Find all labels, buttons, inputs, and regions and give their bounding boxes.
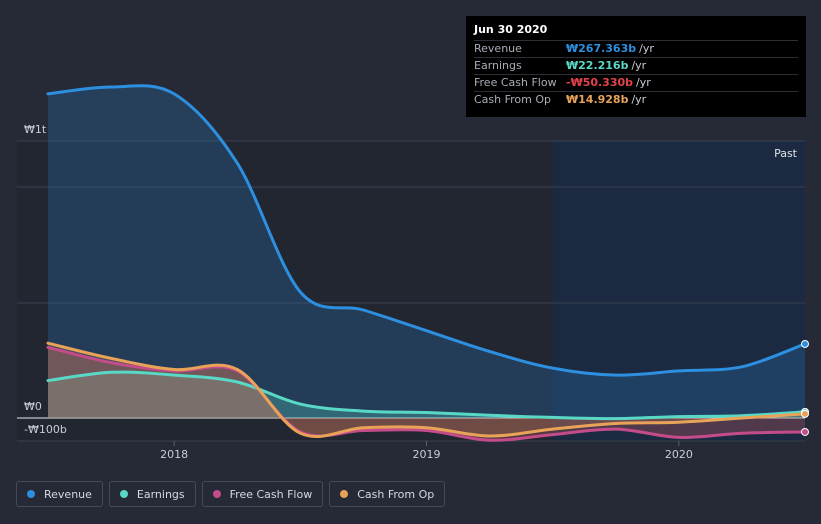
tooltip-date: Jun 30 2020 (474, 23, 548, 36)
legend-dot-icon (340, 490, 349, 498)
end-dot-free-cash-flow (801, 427, 809, 436)
end-dot-revenue (801, 339, 809, 348)
area-cash-from-op (48, 343, 805, 437)
x-axis-ticks: 2018 2019 2020 (160, 441, 693, 461)
end-dot-cash-from-op (801, 409, 809, 418)
legend-label: Earnings (136, 487, 185, 501)
tooltip-unit: /yr (639, 42, 654, 55)
series-areas (48, 85, 805, 441)
area-revenue (48, 85, 805, 418)
legend-label: Revenue (44, 487, 92, 501)
legend-label: Cash From Op (357, 487, 435, 501)
x-tick-label: 2020 (665, 448, 693, 461)
series-end-dots (801, 339, 809, 436)
area-earnings (48, 372, 805, 419)
past-label: Past (774, 147, 798, 160)
legend-dot-icon (119, 490, 128, 498)
tooltip-label: Cash From Op (474, 93, 552, 106)
legend-dot-icon (212, 490, 221, 498)
legend-dot-icon (27, 490, 35, 498)
tooltip-label: Free Cash Flow (474, 76, 557, 89)
tooltip-value: ₩22.216b (566, 59, 629, 72)
legend-item-revenue[interactable]: Revenue (16, 481, 103, 507)
tooltip-row-revenue: Revenue ₩267.363b /yr (474, 40, 798, 57)
tooltip-row-free-cash-flow: Free Cash Flow -₩50.330b /yr (474, 74, 798, 91)
tooltip-unit: /yr (631, 93, 647, 106)
line-cash-from-op (46, 341, 807, 439)
series-lines (46, 84, 807, 442)
y-axis-top-label: ₩1t (24, 123, 47, 136)
tooltip-value: ₩267.363b (566, 42, 637, 55)
tooltip-row-cash-from-op: Cash From Op ₩14.928b /yr (474, 91, 798, 108)
x-tick-label: 2019 (413, 448, 441, 461)
area-free-cash-flow (48, 347, 805, 441)
data-tooltip: Jun 30 2020 Revenue ₩267.363b /yr Earnin… (466, 16, 806, 117)
legend-item-free-cash-flow[interactable]: Free Cash Flow (201, 481, 324, 507)
tooltip-unit: /yr (636, 76, 651, 89)
legend-item-cash-from-op[interactable]: Cash From Op (329, 481, 446, 507)
line-revenue (46, 84, 807, 377)
legend-item-earnings[interactable]: Earnings (108, 481, 196, 507)
chart-legend: Revenue Earnings Free Cash Flow Cash Fro… (16, 481, 446, 507)
tooltip-row-earnings: Earnings ₩22.216b /yr (474, 57, 798, 74)
y-axis-zero-label: ₩0 (24, 400, 42, 413)
y-axis-bottom-label: -₩100b (24, 423, 67, 436)
tooltip-label: Revenue (474, 42, 522, 55)
tooltip-value: ₩14.928b (566, 93, 629, 106)
legend-label: Free Cash Flow (229, 487, 313, 501)
tooltip-value: -₩50.330b (566, 76, 634, 89)
line-earnings (46, 370, 807, 421)
x-tick-label: 2018 (160, 448, 188, 461)
past-region (552, 141, 805, 441)
tooltip-label: Earnings (474, 59, 522, 72)
tooltip-unit: /yr (631, 59, 647, 72)
